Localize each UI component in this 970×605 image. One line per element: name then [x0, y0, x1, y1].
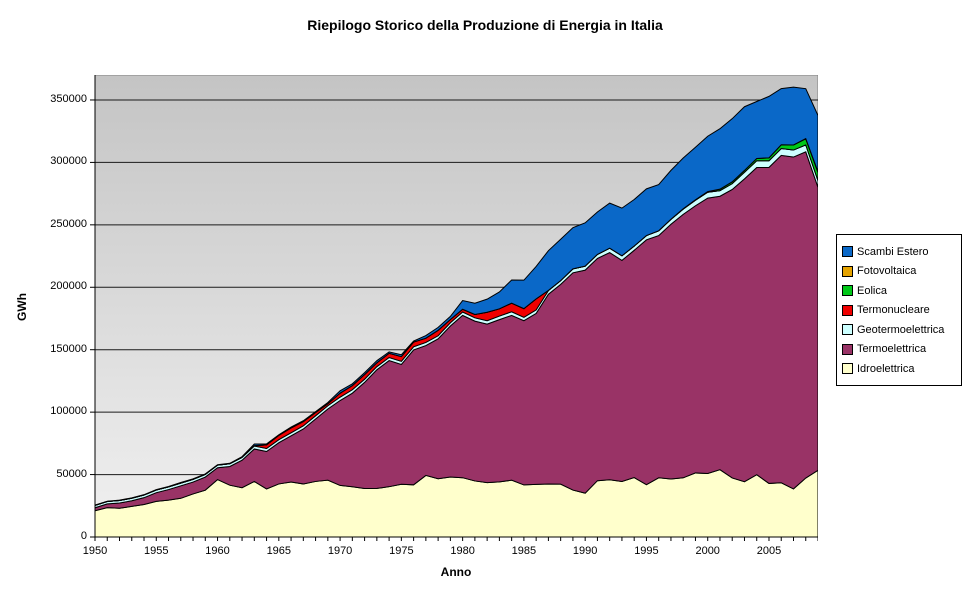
x-tick-label: 1970 [327, 545, 353, 557]
legend-item-idroelettrica: Idroelettrica [842, 359, 957, 379]
x-tick-label: 1955 [144, 545, 169, 557]
plot-area [90, 75, 818, 541]
x-tick-label: 1990 [572, 545, 598, 557]
y-tick-label: 150000 [50, 342, 87, 355]
area-series-scambi estero [94, 86, 818, 507]
x-tick-label: 1980 [450, 545, 475, 557]
y-tick-label: 0 [80, 530, 87, 542]
y-tick-label: 50000 [56, 467, 87, 480]
y-tick-label: 250000 [50, 217, 87, 230]
y-axis-title: GWh [15, 293, 29, 321]
y-tick-label: 200000 [50, 280, 87, 293]
x-tick-label: 1975 [389, 545, 414, 557]
legend-label: Scambi Estero [857, 245, 929, 258]
legend-swatch-icon [842, 246, 853, 258]
legend-item-scambi-estero: Scambi Estero [842, 242, 957, 262]
legend-label: Fotovoltaica [857, 265, 917, 278]
legend-label: Eolica [857, 284, 887, 297]
y-tick-label: 300000 [50, 155, 87, 168]
legend-item-geotermoelettrica: Geotermoelettrica [842, 320, 957, 340]
legend-label: Geotermoelettrica [857, 323, 945, 336]
x-tick-label: 2000 [695, 545, 720, 557]
legend-item-eolica: Eolica [842, 281, 957, 301]
legend-swatch-icon [842, 324, 853, 336]
x-tick-label: 1995 [634, 545, 659, 557]
legend-item-fotovoltaica: Fotovoltaica [842, 262, 957, 282]
legend-label: Termonucleare [857, 304, 930, 317]
x-tick-label: 1960 [205, 545, 230, 557]
legend-label: Termoelettrica [857, 343, 927, 356]
legend-swatch-icon [842, 265, 853, 277]
legend: Scambi Estero Fotovoltaica Eolica Termonucl… [836, 234, 962, 386]
x-axis-title: Anno [440, 565, 472, 579]
x-tick-label: 1965 [266, 545, 292, 557]
x-tick-label: 2005 [756, 545, 782, 557]
legend-label: Idroelettrica [857, 362, 915, 375]
legend-swatch-icon [842, 363, 853, 375]
y-tick-label: 100000 [50, 405, 87, 418]
legend-swatch-icon [842, 304, 853, 316]
legend-item-termonucleare: Termonucleare [842, 301, 957, 321]
x-tick-label: 1985 [511, 545, 537, 557]
legend-item-termoelettrica: Termoelettrica [842, 340, 957, 360]
legend-swatch-icon [842, 285, 853, 297]
legend-swatch-icon [842, 343, 853, 355]
x-tick-label: 1950 [82, 545, 108, 557]
y-tick-label: 350000 [50, 92, 87, 105]
chart-title: Riepilogo Storico della Produzione di En… [307, 17, 663, 33]
